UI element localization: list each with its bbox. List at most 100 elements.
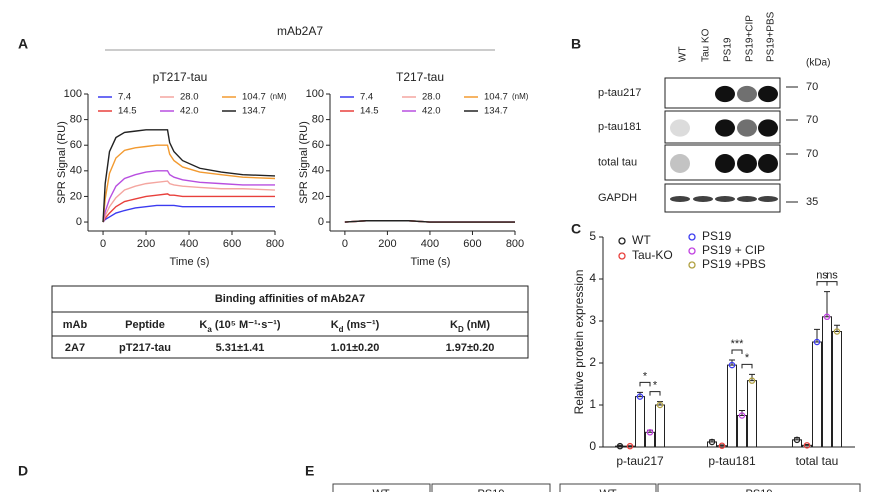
panel-label: E [305,463,314,479]
bar [747,380,757,448]
marker-label: 70 [806,81,818,93]
significance-bracket [649,391,661,396]
panel-e-frames [332,483,861,492]
data-point [636,393,644,400]
blot-band [758,154,778,173]
header-unit: (nM) [464,319,491,331]
significance-label: * [643,370,648,382]
header-base: K [331,319,339,331]
blot-row-label: total tau [598,156,637,168]
y-tick-label: 80 [70,114,82,126]
legend-unit: (nM) [512,92,529,101]
panel-label: C [571,221,581,237]
header-sub: d [339,325,344,334]
blot-band [737,119,757,137]
y-tick-label: 5 [589,229,596,243]
blot-band [715,85,735,103]
x-tick-label: 0 [100,238,106,250]
panel-label: B [571,36,581,52]
header-box [431,483,551,492]
significance-label: ns [816,270,828,282]
legend-label: 134.7 [242,106,266,117]
header-unit: (ms⁻¹) [344,319,380,331]
table-header: KD (nM) [450,319,490,334]
panel-e-header: PS19 [478,488,505,492]
x-tick-label: 400 [180,238,198,250]
legend-label: 28.0 [422,92,441,103]
blot-row-label: p-tau217 [598,87,641,99]
lane-label: PS19+CIP [745,15,756,62]
data-point [738,412,746,419]
header-sub: D [458,325,464,334]
significance-bracket [816,281,828,286]
lane-label: Tau KO [701,28,712,62]
x-axis-label: Time (s) [411,256,451,268]
bar [792,439,802,448]
blot-band [670,119,690,137]
blot-band [758,196,778,202]
blot-band [758,119,778,137]
data-point [803,442,811,449]
bar [832,331,842,448]
bar [812,341,822,448]
series-line [102,129,276,223]
significance-label: * [745,352,750,364]
legend-marker [688,247,696,255]
header-base: K [199,319,207,331]
blot-row-label: p-tau181 [598,121,641,133]
header-base: K [450,319,458,331]
blot-band [715,119,735,137]
x-tick-label: p-tau181 [708,454,756,468]
legend-label: Tau-KO [632,248,673,262]
heading: mAb2A7 [277,24,323,38]
x-tick-label: 400 [421,238,439,250]
legend-label: PS19 +PBS [702,257,766,271]
legend-label: PS19 [702,229,732,243]
legend-marker [618,252,626,260]
panel-e-header: PS19 [746,488,773,492]
panel-e-header: WT [599,488,616,492]
data-point [833,328,841,335]
chart-title: pT217-tau [153,70,208,84]
marker-label: 35 [806,196,818,208]
table-header: Ka (10⁵ M⁻¹·s⁻¹) [199,319,280,334]
blot-band [693,196,713,202]
blot-band [737,85,757,103]
legend-label: 28.0 [180,92,199,103]
lane-label: PS19 [723,37,734,62]
legend-label: 14.5 [118,106,137,117]
y-tick-label: 4 [589,271,596,285]
y-tick-label: 20 [312,190,324,202]
data-point [813,338,821,346]
table-cell: 1.97±0.20 [446,342,495,354]
x-tick-label: 200 [378,238,396,250]
y-axis-label: SPR Signal (RU) [298,121,310,204]
bar [655,404,665,448]
table-cell: 2A7 [65,342,85,354]
legend-label: 104.7 [242,92,266,103]
significance-bracket [731,349,743,355]
header-box [559,483,657,492]
y-axis-label: Relative protein expression [572,270,586,415]
x-tick-label: p-tau217 [616,454,664,468]
bar [822,316,832,448]
lane-label: PS19+PBS [766,11,777,62]
header-unit: (10⁵ M⁻¹·s⁻¹) [212,319,281,331]
blot-band [670,154,690,173]
x-axis-label: Time (s) [170,256,210,268]
y-tick-label: 60 [312,139,324,151]
marker-label: 70 [806,114,818,126]
x-tick-label: 0 [342,238,348,250]
data-point [626,442,634,450]
legend-label: 7.4 [360,92,373,103]
blot-band [670,196,690,202]
blot-band [715,154,735,173]
bar [727,364,737,448]
data-point [793,436,801,444]
series-line [102,170,275,223]
y-tick-label: 100 [306,88,324,100]
legend-label: 134.7 [484,106,508,117]
significance-label: *** [731,338,745,350]
x-tick-label: 200 [137,238,155,250]
y-tick-label: 40 [70,165,82,177]
